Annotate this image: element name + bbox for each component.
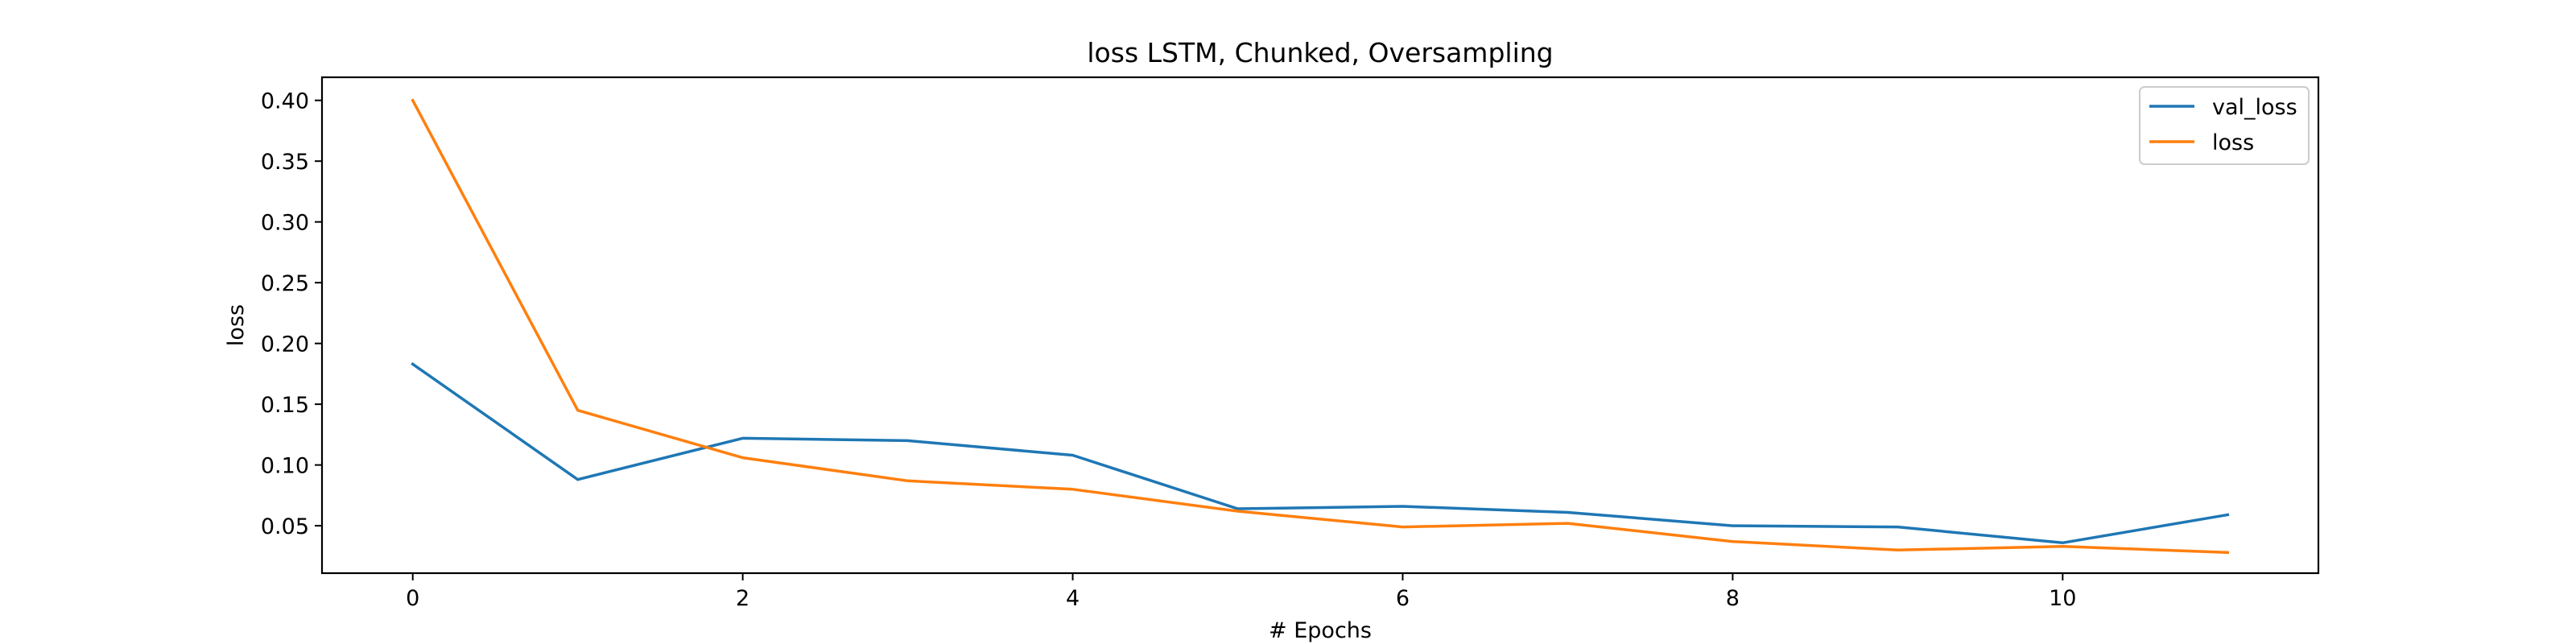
y-tick-label: 0.20 <box>261 332 309 357</box>
axes-frame <box>320 76 2320 575</box>
legend-label-loss: loss <box>2212 130 2254 155</box>
x-tick-label: 2 <box>736 586 749 611</box>
plot-area <box>320 76 2320 575</box>
series-line-val-loss <box>411 361 2230 545</box>
x-tick-label: 4 <box>1066 586 1080 611</box>
series-line-loss <box>411 98 2230 555</box>
x-tick-label: 10 <box>2049 586 2076 611</box>
y-axis-label: loss <box>224 304 249 346</box>
y-tick-label: 0.30 <box>261 211 309 236</box>
legend: val_loss loss <box>2139 86 2310 165</box>
x-tick-label: 6 <box>1396 586 1410 611</box>
legend-label-val-loss: val_loss <box>2212 95 2297 120</box>
y-tick-label: 0.40 <box>261 89 309 114</box>
y-tick-label: 0.25 <box>261 271 309 296</box>
y-tick-label: 0.15 <box>261 393 309 418</box>
x-axis-label: # Epochs <box>1269 618 1372 643</box>
y-tick-label: 0.10 <box>261 454 309 479</box>
x-tick-label: 8 <box>1726 586 1740 611</box>
y-tick-label: 0.05 <box>261 514 309 539</box>
y-tick-label: 0.35 <box>261 150 309 175</box>
x-tick-label: 0 <box>406 586 419 611</box>
x-axis-ticks: 0 2 4 6 8 10 <box>406 573 2076 611</box>
y-axis-ticks: 0.05 0.10 0.15 0.20 0.25 0.30 0.35 0.40 <box>261 89 322 539</box>
chart-title: loss LSTM, Chunked, Oversampling <box>1087 37 1553 68</box>
series-layer <box>411 98 2230 555</box>
